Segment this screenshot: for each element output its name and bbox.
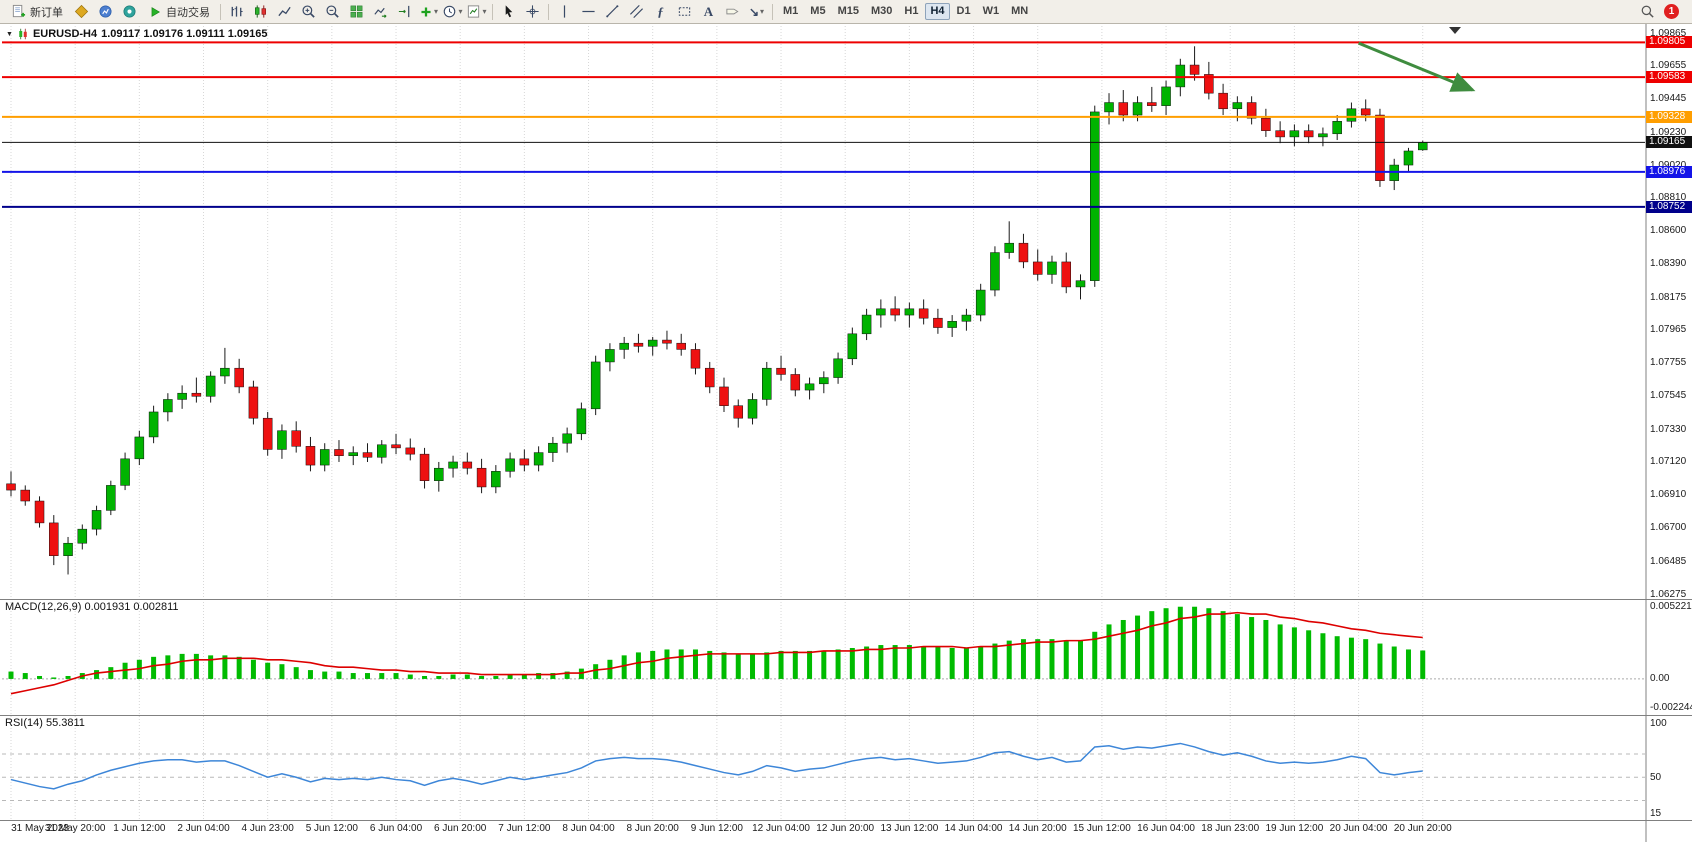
auto-trading-button[interactable]: 自动交易 bbox=[142, 1, 216, 23]
text-button[interactable]: A bbox=[697, 1, 720, 23]
label-tag-icon bbox=[726, 8, 739, 15]
timeframe-m1[interactable]: M1 bbox=[783, 5, 799, 17]
channel-button[interactable] bbox=[625, 1, 648, 23]
macd-pane bbox=[2, 606, 1645, 695]
periods-button[interactable]: ▾ bbox=[441, 1, 464, 23]
timeframe-m15[interactable]: M15 bbox=[837, 5, 859, 17]
indicators-button[interactable]: ▾ bbox=[417, 1, 440, 23]
chart-bars-button[interactable] bbox=[225, 1, 248, 23]
chevron-down-icon: ▾ bbox=[760, 6, 765, 16]
search-button[interactable] bbox=[1636, 1, 1659, 23]
horizontal-line-icon bbox=[582, 10, 595, 13]
crosshair-icon bbox=[526, 5, 539, 18]
toolbar-separator bbox=[548, 3, 549, 20]
zoom-in-icon bbox=[302, 5, 315, 18]
zoom-out-icon bbox=[326, 5, 339, 18]
chevron-down-icon: ▾ bbox=[458, 6, 463, 16]
auto-scroll-icon bbox=[374, 7, 387, 18]
chevron-down-icon: ▾ bbox=[482, 6, 487, 16]
trendline-icon bbox=[606, 5, 619, 18]
navigator-button[interactable] bbox=[118, 1, 141, 23]
crosshair-button[interactable] bbox=[521, 1, 544, 23]
new-order-button[interactable]: 新订单 bbox=[5, 1, 69, 23]
chart-shift-icon bbox=[398, 5, 410, 18]
toolbar: 新订单 自动交易 ▾ ▾ ▾ bbox=[0, 0, 1692, 24]
shapes-icon bbox=[678, 7, 691, 16]
new-order-label: 新订单 bbox=[30, 6, 63, 19]
zoom-out-button[interactable] bbox=[321, 1, 344, 23]
fibonacci-button[interactable]: ƒ bbox=[649, 1, 672, 23]
horizontal-line-button[interactable] bbox=[577, 1, 600, 23]
cursor-icon bbox=[505, 5, 513, 18]
toolbar-separator bbox=[220, 3, 221, 20]
timeframe-w1[interactable]: W1 bbox=[982, 5, 1000, 17]
template-icon bbox=[468, 5, 480, 18]
line-chart-icon bbox=[278, 6, 291, 17]
timeframe-h1[interactable]: H1 bbox=[904, 5, 919, 17]
horizontal-level-lines[interactable] bbox=[2, 41, 1645, 208]
shapes-button[interactable] bbox=[673, 1, 696, 23]
new-order-icon bbox=[12, 4, 26, 18]
chart-line-button[interactable] bbox=[273, 1, 296, 23]
search-icon bbox=[1641, 5, 1654, 18]
cursor-button[interactable] bbox=[497, 1, 520, 23]
rsi-pane bbox=[2, 742, 1645, 802]
timeframe-h4[interactable]: H4 bbox=[925, 3, 950, 20]
annotation-arrow[interactable] bbox=[1357, 41, 1476, 92]
vertical-line-icon bbox=[563, 5, 566, 18]
timeframe-mn[interactable]: MN bbox=[1011, 5, 1029, 17]
chevron-down-icon: ▾ bbox=[433, 6, 438, 16]
label-button[interactable] bbox=[721, 1, 744, 23]
timeframe-m30[interactable]: M30 bbox=[870, 5, 893, 17]
add-indicator-icon bbox=[421, 6, 431, 17]
vertical-line-button[interactable] bbox=[553, 1, 576, 23]
clock-icon bbox=[444, 5, 456, 18]
gridlines bbox=[10, 26, 1424, 820]
channel-icon bbox=[630, 5, 643, 18]
timeframe-group: M1 M5 M15 M30 H1 H4 D1 W1 MN bbox=[777, 3, 1034, 20]
auto-trading-label: 自动交易 bbox=[166, 6, 210, 19]
arrow-icon: ↘ bbox=[748, 4, 760, 19]
timeframe-d1[interactable]: D1 bbox=[956, 5, 971, 17]
chart-shift-button[interactable] bbox=[393, 1, 416, 23]
timeframe-m5[interactable]: M5 bbox=[810, 5, 826, 17]
arrows-button[interactable]: ↘ ▾ bbox=[745, 1, 768, 23]
chart-shift-marker[interactable] bbox=[1449, 27, 1461, 34]
toolbar-separator bbox=[492, 3, 493, 20]
tile-windows-icon bbox=[350, 5, 363, 18]
notification-badge[interactable]: 1 bbox=[1664, 4, 1679, 19]
market-watch-icon bbox=[74, 4, 89, 19]
templates-button[interactable]: ▾ bbox=[465, 1, 488, 23]
fibonacci-icon: ƒ bbox=[657, 4, 664, 19]
zoom-in-button[interactable] bbox=[297, 1, 320, 23]
bar-chart-icon bbox=[231, 6, 243, 17]
candlestick-chart-icon bbox=[255, 5, 266, 18]
market-watch-button[interactable] bbox=[70, 1, 93, 23]
data-window-button[interactable] bbox=[94, 1, 117, 23]
navigator-icon bbox=[123, 5, 136, 18]
play-icon bbox=[151, 6, 160, 17]
auto-scroll-button[interactable] bbox=[369, 1, 392, 23]
toolbar-separator bbox=[772, 3, 773, 20]
data-window-icon bbox=[99, 5, 112, 18]
trendline-button[interactable] bbox=[601, 1, 624, 23]
tile-windows-button[interactable] bbox=[345, 1, 368, 23]
candlestick-series bbox=[6, 46, 1428, 575]
text-icon: A bbox=[703, 4, 714, 19]
chart-candles-button[interactable] bbox=[249, 1, 272, 23]
